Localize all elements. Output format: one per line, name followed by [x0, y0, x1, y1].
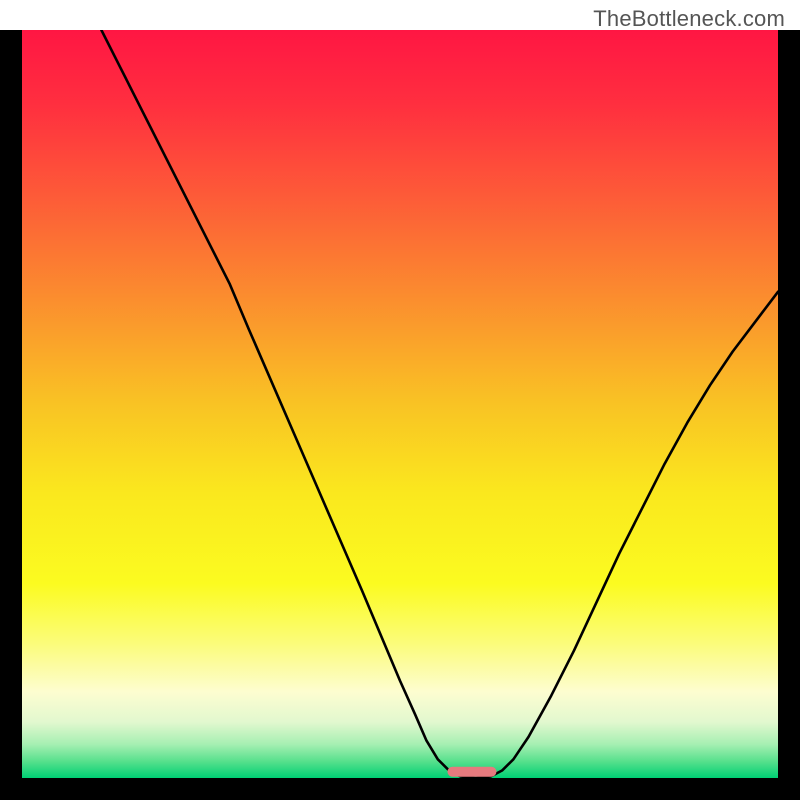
plot-area — [22, 30, 778, 778]
chart-frame: TheBottleneck.com — [0, 0, 800, 800]
watermark-text: TheBottleneck.com — [593, 6, 785, 32]
minimum-marker — [447, 767, 496, 777]
bottleneck-curve — [22, 30, 778, 778]
